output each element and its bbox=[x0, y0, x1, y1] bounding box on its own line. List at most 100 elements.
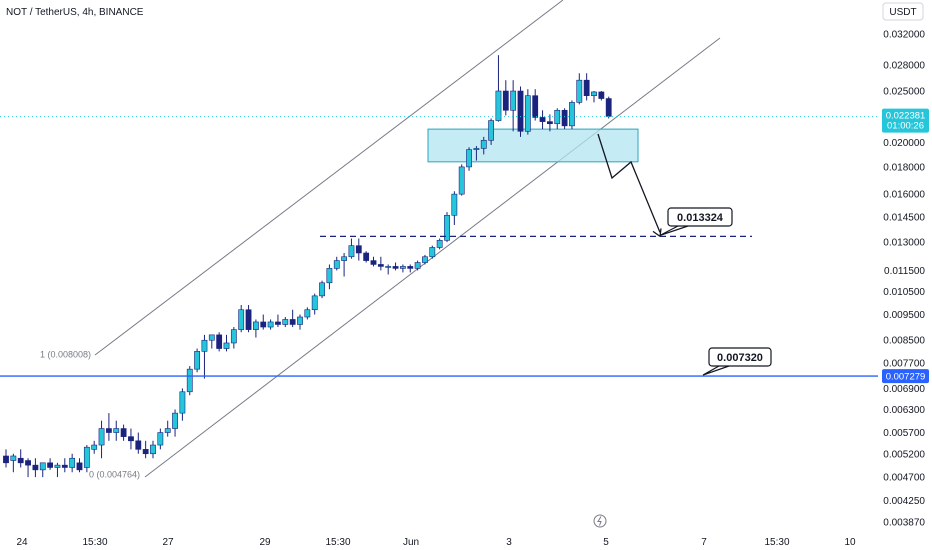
last-price-value: 0.022381 bbox=[886, 111, 926, 122]
x-tick-label: 15:30 bbox=[325, 537, 350, 548]
candle bbox=[524, 89, 531, 135]
fib-level-0-label: 0 (0.004764) bbox=[89, 469, 140, 479]
chart-title: NOT / TetherUS, 4h, BINANCE bbox=[6, 7, 144, 18]
candle-body-up bbox=[54, 464, 61, 468]
candle-body-up bbox=[444, 214, 450, 241]
candle bbox=[583, 73, 590, 101]
candle-body-up bbox=[399, 266, 406, 269]
candle-body-up bbox=[319, 282, 325, 297]
candle-body-up bbox=[333, 260, 340, 269]
candle bbox=[561, 108, 568, 130]
candle-body-up bbox=[83, 446, 90, 468]
projection-path[interactable] bbox=[597, 133, 661, 233]
candle-body-down bbox=[25, 460, 31, 466]
y-tick-label: 0.016000 bbox=[883, 190, 925, 201]
y-tick-label: 0.011500 bbox=[884, 266, 925, 277]
candle bbox=[98, 420, 105, 459]
y-tick-label: 0.006300 bbox=[883, 405, 925, 416]
candle-body-up bbox=[458, 166, 465, 195]
candle-body-down bbox=[3, 455, 9, 464]
price-axis[interactable]: 0.032000 0.028000 0.025000 0.020000 0.018000… bbox=[882, 30, 929, 529]
candle-body-up bbox=[98, 428, 105, 446]
candle bbox=[480, 136, 487, 155]
callout-box bbox=[708, 347, 772, 367]
candle bbox=[311, 293, 318, 315]
candle bbox=[39, 462, 46, 478]
candle-body-up bbox=[69, 457, 76, 468]
candle bbox=[164, 420, 171, 437]
y-tick-label: 0.010500 bbox=[883, 287, 925, 298]
target-callout[interactable]: 0.013324 bbox=[659, 207, 733, 236]
candle bbox=[502, 80, 509, 116]
candle-body-up bbox=[488, 120, 494, 141]
candle bbox=[385, 264, 392, 275]
candle bbox=[3, 449, 9, 468]
candle bbox=[172, 409, 178, 437]
demand-zone[interactable] bbox=[427, 128, 639, 163]
candle-body-up bbox=[282, 319, 289, 325]
candle bbox=[444, 212, 450, 243]
candle-body-up bbox=[208, 334, 215, 341]
candle bbox=[576, 73, 583, 105]
candle-body-up bbox=[422, 256, 428, 263]
x-tick-label: 24 bbox=[16, 537, 28, 548]
candle bbox=[201, 334, 208, 379]
candle bbox=[128, 428, 134, 450]
candle-body-up bbox=[238, 309, 245, 330]
y-tick-label: 0.013000 bbox=[883, 238, 925, 249]
candle bbox=[495, 55, 502, 122]
candle bbox=[253, 319, 259, 338]
currency-badge[interactable]: USDT bbox=[882, 2, 924, 21]
callout-box bbox=[667, 207, 733, 227]
candle bbox=[54, 462, 61, 478]
x-tick-label: 10 bbox=[844, 537, 856, 548]
candle bbox=[157, 428, 164, 450]
y-tick-label: 0.004700 bbox=[883, 473, 925, 484]
candle-body-down bbox=[598, 91, 605, 99]
replay-icon[interactable] bbox=[593, 514, 607, 528]
candle bbox=[25, 458, 31, 478]
candle bbox=[532, 89, 539, 121]
y-tick-label: 0.003870 bbox=[883, 518, 925, 529]
candlesticks bbox=[3, 55, 612, 478]
candle-body-down bbox=[289, 319, 296, 325]
candle-body-up bbox=[436, 240, 443, 248]
candle bbox=[319, 280, 325, 299]
candle bbox=[297, 314, 303, 330]
candle-body-up bbox=[569, 102, 575, 127]
x-tick-label: Jun bbox=[403, 537, 419, 548]
candle-body-down bbox=[502, 90, 509, 111]
candle bbox=[326, 264, 333, 290]
candle-body-down bbox=[355, 245, 362, 254]
y-tick-label: 0.005700 bbox=[883, 428, 925, 439]
candle-body-down bbox=[583, 79, 590, 96]
candle bbox=[245, 305, 252, 333]
candle bbox=[69, 453, 76, 473]
candle bbox=[10, 453, 17, 473]
candle-body-up bbox=[304, 309, 311, 318]
currency-label: USDT bbox=[889, 7, 916, 18]
ascending-channel bbox=[94, 0, 721, 478]
candle bbox=[238, 305, 245, 333]
y-tick-label: 0.014500 bbox=[883, 212, 925, 223]
candle bbox=[399, 264, 406, 273]
y-tick-label: 0.032000 bbox=[883, 30, 925, 41]
candle bbox=[546, 114, 553, 132]
channel-upper-line[interactable] bbox=[94, 0, 564, 356]
candle bbox=[591, 91, 597, 103]
candle-body-up bbox=[576, 79, 583, 103]
candle bbox=[407, 264, 414, 273]
candle-body-up bbox=[201, 339, 208, 352]
candle-body-down bbox=[47, 462, 53, 468]
candle bbox=[363, 251, 370, 263]
candle bbox=[304, 307, 311, 320]
candle-body-up bbox=[230, 329, 237, 344]
candle-body-down bbox=[275, 321, 281, 325]
candle-body-up bbox=[113, 428, 120, 433]
candle bbox=[17, 449, 24, 468]
time-axis[interactable]: 24 15:30 27 29 15:30 Jun 3 5 7 15:30 10 bbox=[16, 537, 856, 548]
support-callout[interactable]: 0.007320 bbox=[702, 347, 772, 376]
candle-body-up bbox=[186, 368, 193, 393]
